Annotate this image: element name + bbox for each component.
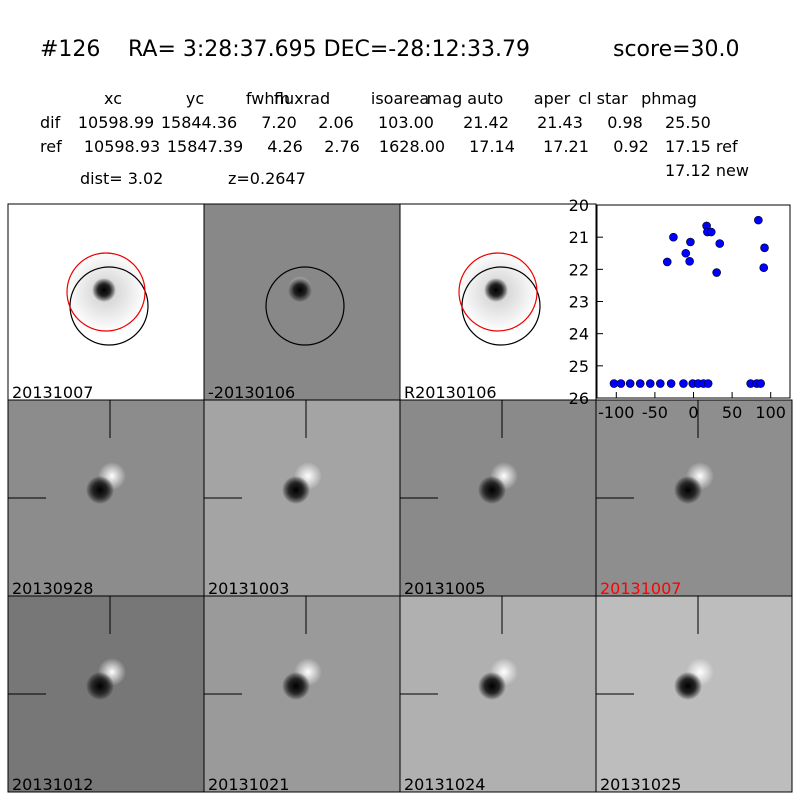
stamp	[203, 203, 401, 401]
data-point	[669, 232, 678, 242]
stamp-label: 20131025	[600, 775, 681, 794]
column-header: mag auto	[427, 89, 504, 108]
stamp-label: R20130106	[404, 383, 497, 402]
table-cell: 25.50	[665, 113, 711, 132]
table-cell: 15844.36	[161, 113, 237, 132]
aperture	[265, 266, 345, 346]
table-cell: 4.26	[267, 137, 303, 156]
source-core	[484, 278, 508, 302]
table-cell: 17.21	[543, 137, 589, 156]
data-point	[760, 243, 769, 253]
data-point	[645, 379, 655, 388]
y-tick-label: 26	[569, 389, 589, 408]
phmag-new: 17.12 new	[665, 161, 749, 180]
data-point	[703, 379, 713, 388]
data-point	[712, 268, 721, 277]
stamp-label: 20131024	[404, 775, 485, 794]
table-cell: 1628.00	[379, 137, 445, 156]
data-point	[756, 379, 765, 388]
y-tick-label: 24	[569, 325, 589, 344]
column-header: phmag	[641, 89, 697, 108]
data-point	[616, 379, 626, 388]
column-header: fwhm	[246, 89, 290, 108]
stamp-label: 20131005	[404, 579, 485, 598]
residual-dark	[478, 672, 506, 700]
table-cell: 103.00	[378, 113, 434, 132]
table-cell: 10598.93	[84, 137, 160, 156]
table-cell: 17.14	[469, 137, 515, 156]
residual-dark	[674, 476, 702, 504]
plot-area	[596, 204, 791, 399]
candidate-id: #126	[40, 37, 100, 62]
column-header: cl star	[578, 89, 628, 108]
row-label: dif	[40, 113, 61, 132]
row-label: ref	[40, 137, 62, 156]
y-tick-label: 20	[569, 196, 589, 215]
residual-dark	[674, 672, 702, 700]
score: score=30.0	[613, 37, 740, 62]
redshift: z=0.2647	[228, 169, 306, 188]
y-tick-label: 21	[569, 228, 589, 247]
data-point	[759, 263, 769, 273]
stamp-label: 20131012	[12, 775, 93, 794]
data-point	[679, 379, 688, 388]
x-tick-label: -50	[642, 403, 668, 422]
distance: dist= 3.02	[80, 169, 163, 188]
x-tick-label: 0	[688, 403, 698, 422]
y-tick-label: 23	[569, 293, 589, 312]
y-tick-label: 22	[569, 260, 589, 279]
aperture-ref	[66, 252, 146, 332]
x-tick-label: 100	[755, 403, 786, 422]
column-header: yc	[186, 89, 204, 108]
stamp-label: 20131021	[208, 775, 289, 794]
table-cell: 21.42	[463, 113, 509, 132]
source-core	[92, 278, 116, 302]
data-point	[686, 237, 695, 247]
coordinates: RA= 3:28:37.695 DEC=-28:12:33.79	[128, 37, 530, 62]
aperture-ref	[458, 252, 538, 332]
data-point	[681, 248, 691, 258]
residual-dark	[282, 672, 310, 700]
source-core	[288, 278, 312, 302]
data-point	[662, 257, 672, 267]
table-cell: 7.20	[261, 113, 297, 132]
stamp-label: -20130106	[208, 383, 295, 402]
column-header: aper	[534, 89, 571, 108]
stamp-label: 20131003	[208, 579, 289, 598]
table-cell: 0.92	[613, 137, 649, 156]
data-point	[625, 379, 635, 388]
column-header: xc	[104, 89, 122, 108]
x-tick-label: -100	[598, 403, 634, 422]
data-point	[656, 379, 665, 388]
residual-dark	[86, 672, 114, 700]
data-point	[715, 239, 725, 248]
stamp-label: 20131007	[600, 579, 681, 598]
data-point	[754, 215, 763, 225]
stamp-label: 20130928	[12, 579, 93, 598]
column-header: fluxrad	[274, 89, 330, 108]
table-cell: 15847.39	[167, 137, 243, 156]
data-point	[685, 256, 694, 266]
table-cell: 0.98	[607, 113, 643, 132]
table-cell: 21.43	[537, 113, 583, 132]
table-cell: 17.15 ref	[665, 137, 738, 156]
table-cell: 10598.99	[78, 113, 154, 132]
data-point	[666, 379, 676, 388]
y-tick-label: 25	[569, 357, 589, 376]
data-point	[706, 227, 716, 237]
data-point	[635, 379, 645, 388]
column-header: isoarea	[371, 89, 429, 108]
stamp-label: 20131007	[12, 383, 93, 402]
residual-dark	[282, 476, 310, 504]
table-cell: 2.76	[324, 137, 360, 156]
table-cell: 2.06	[318, 113, 354, 132]
residual-dark	[478, 476, 506, 504]
x-tick-label: 50	[722, 403, 742, 422]
residual-dark	[86, 476, 114, 504]
